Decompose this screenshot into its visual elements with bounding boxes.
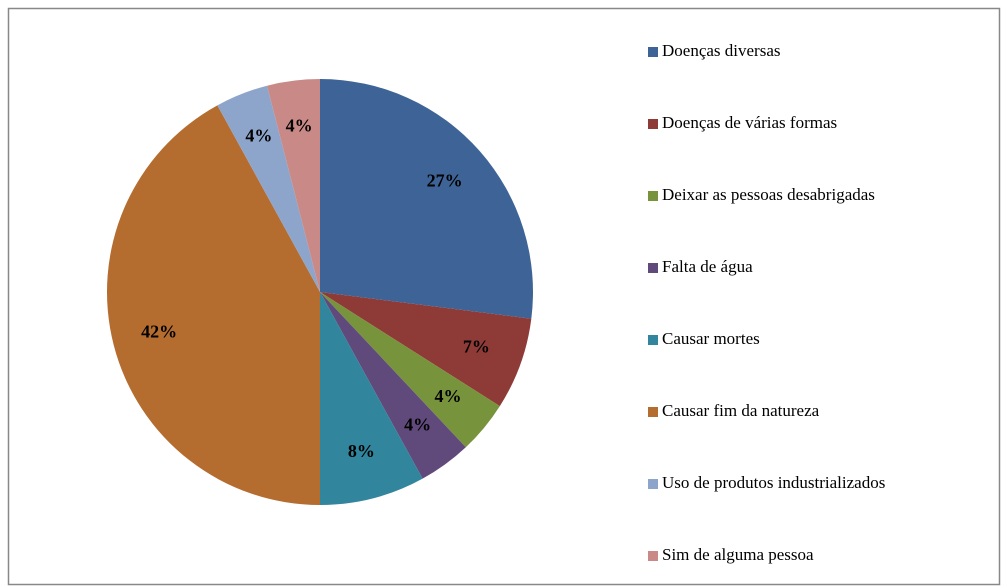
pie-slice [267, 79, 320, 292]
legend-label: Falta de água [662, 257, 753, 276]
data-label: 4% [286, 115, 313, 135]
data-label: 4% [435, 386, 462, 406]
pie-slice [320, 79, 533, 319]
data-label: 42% [141, 321, 177, 341]
legend-swatch [648, 191, 658, 201]
data-label: 8% [348, 441, 375, 461]
pie-slice [320, 292, 423, 505]
legend-swatch [648, 335, 658, 345]
legend-swatch [648, 263, 658, 273]
legend-label: Doenças de várias formas [662, 113, 837, 132]
legend-swatch [648, 407, 658, 417]
pie-slice [217, 85, 320, 292]
legend-swatch [648, 551, 658, 561]
legend-label: Sim de alguma pessoa [662, 545, 814, 564]
pie-slice [320, 292, 500, 448]
legend-swatch [648, 47, 658, 57]
legend-label: Causar fim da natureza [662, 401, 820, 420]
pie-slice [106, 105, 321, 505]
legend-label: Uso de produtos industrializados [662, 473, 885, 492]
legend-swatch [648, 479, 658, 489]
data-label: 4% [404, 415, 431, 435]
legend-label: Doenças diversas [662, 41, 781, 60]
pie-slice [320, 292, 532, 407]
legend-label: Deixar as pessoas desabrigadas [662, 185, 875, 204]
pie-slice [320, 292, 466, 479]
data-label: 7% [463, 336, 490, 356]
legend-label: Causar mortes [662, 329, 760, 348]
data-label: 27% [427, 170, 463, 190]
data-label: 4% [245, 126, 272, 146]
legend-swatch [648, 119, 658, 129]
